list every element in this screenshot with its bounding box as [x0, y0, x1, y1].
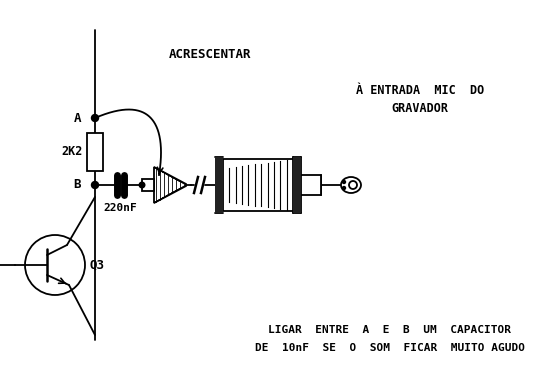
Circle shape	[139, 182, 145, 188]
Text: À ENTRADA  MIC  DO: À ENTRADA MIC DO	[356, 84, 484, 96]
Text: Q3: Q3	[90, 259, 105, 271]
Bar	[301, 175, 321, 195]
Text: A: A	[73, 112, 81, 124]
Bar	[215, 157, 223, 213]
Text: DE  10nF  SE  O  SOM  FICAR  MUITO AGUDO: DE 10nF SE O SOM FICAR MUITO AGUDO	[255, 343, 525, 353]
Polygon shape	[154, 167, 186, 203]
Bar	[293, 157, 301, 213]
Bar	[223, 159, 293, 211]
Bar	[142, 179, 154, 191]
Text: ACRESCENTAR: ACRESCENTAR	[169, 48, 251, 62]
Text: GRAVADOR: GRAVADOR	[391, 102, 448, 115]
Circle shape	[342, 186, 346, 189]
Text: 220nF: 220nF	[104, 203, 138, 213]
Text: LIGAR  ENTRE  A  E  B  UM  CAPACITOR: LIGAR ENTRE A E B UM CAPACITOR	[269, 325, 512, 335]
Text: B: B	[73, 178, 81, 192]
Circle shape	[92, 115, 98, 121]
Circle shape	[342, 181, 346, 183]
Circle shape	[25, 235, 85, 295]
Ellipse shape	[341, 177, 361, 193]
Bar	[87, 133, 103, 170]
Text: 2K2: 2K2	[62, 145, 83, 158]
Circle shape	[92, 181, 98, 189]
Ellipse shape	[349, 181, 357, 189]
